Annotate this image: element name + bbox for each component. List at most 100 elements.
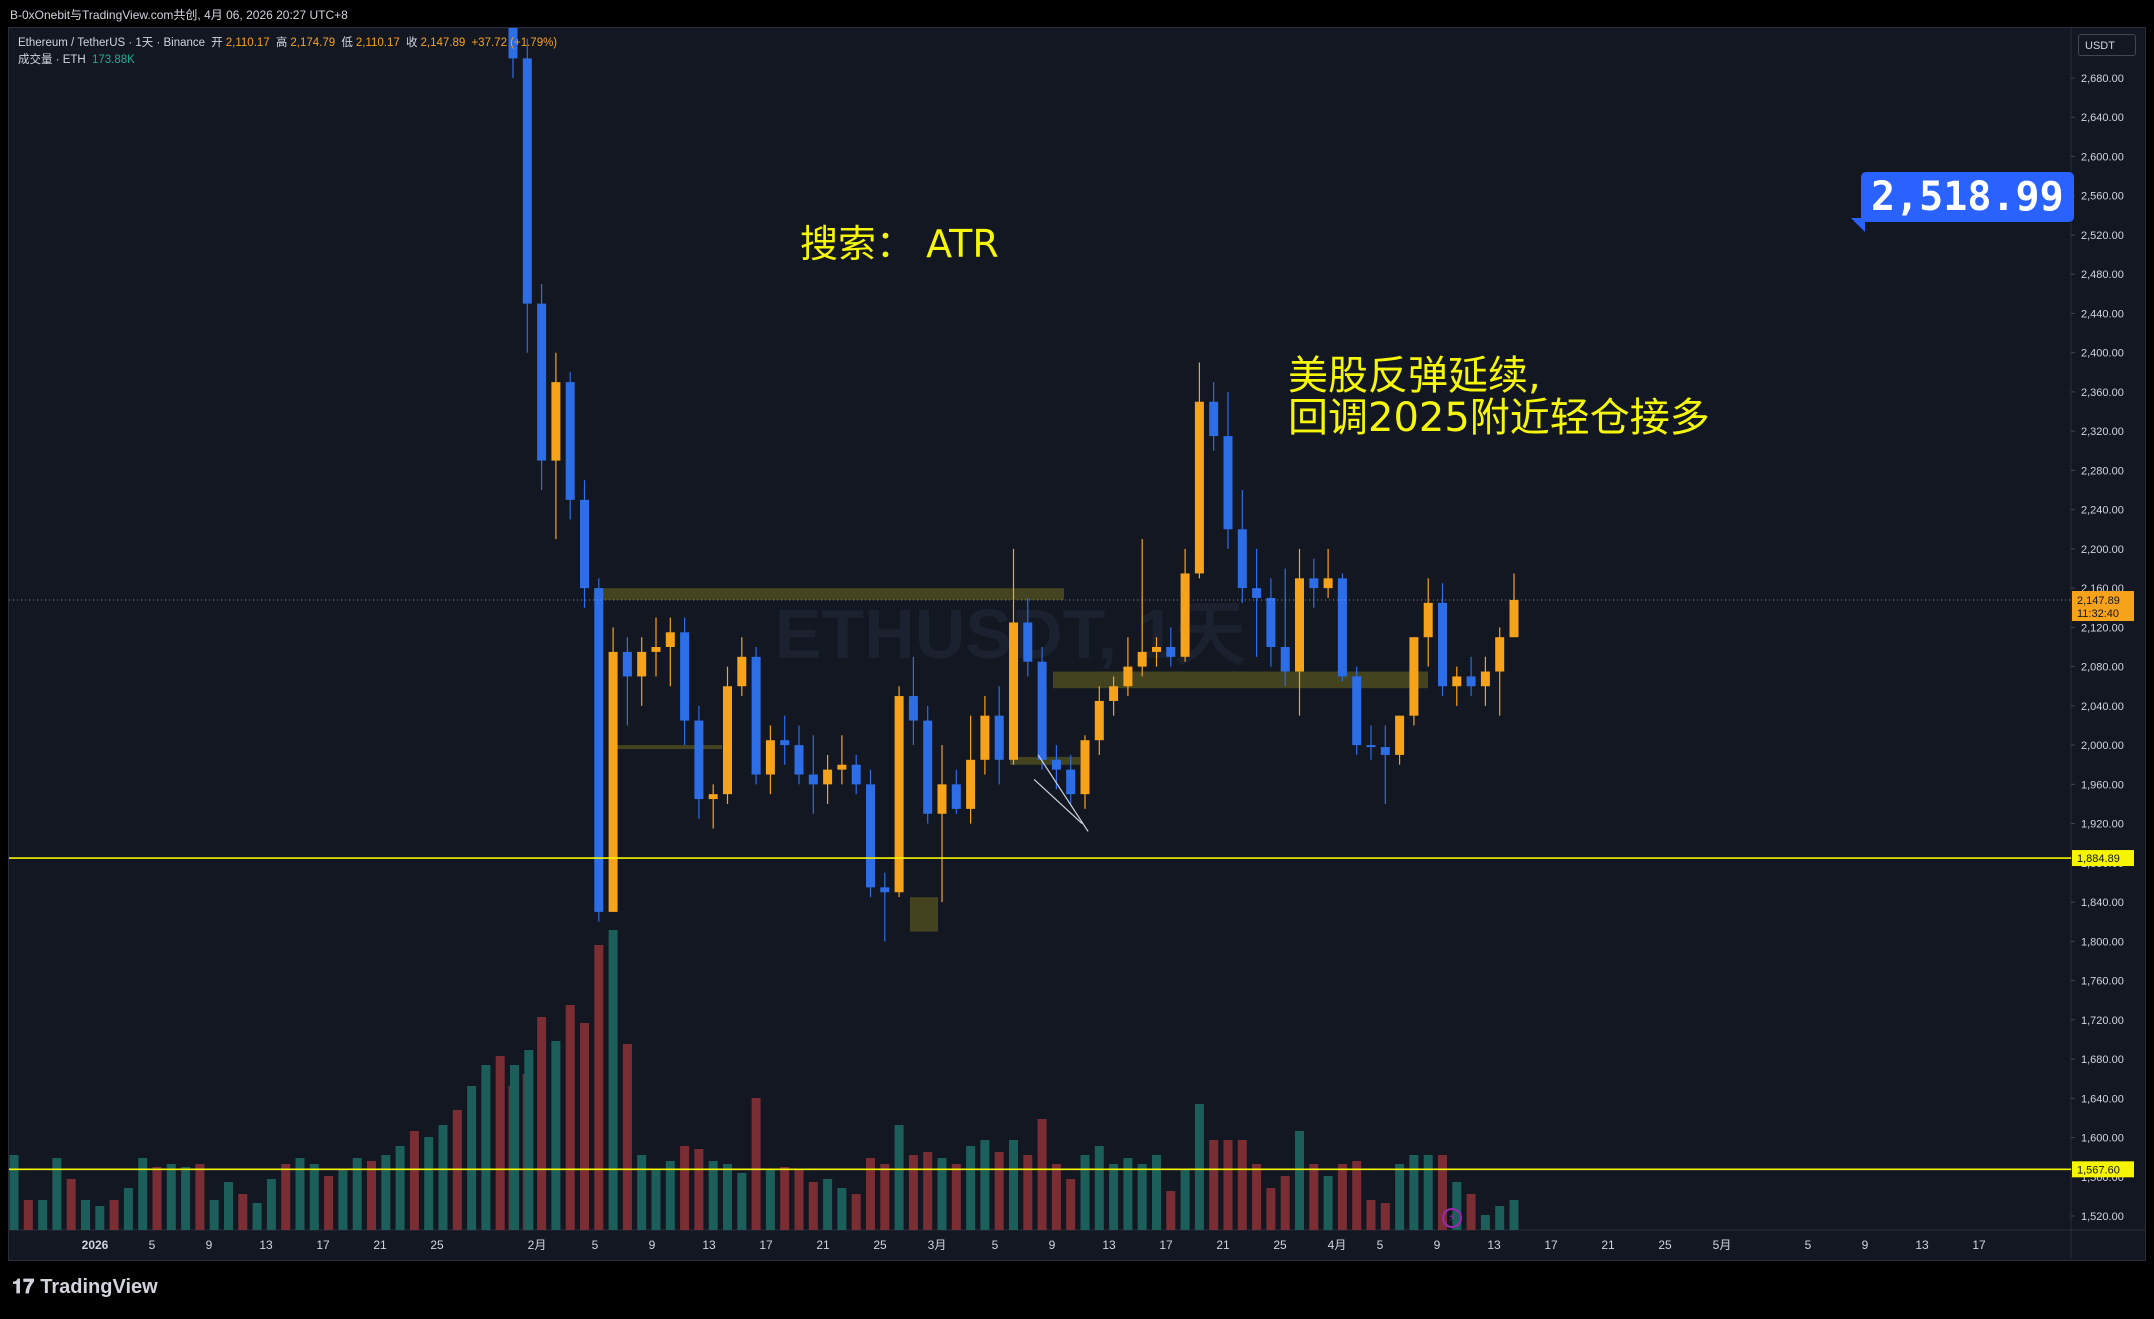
candle-body [1223,436,1233,530]
volume-bar [1237,1140,1247,1230]
volume-bar [252,1203,262,1230]
y-tick-label: 1,720.00 [2081,1015,2124,1027]
volume-bar [1223,1140,1233,1230]
tradingview-logo[interactable]: 𝟏𝟕 TradingView [12,1276,158,1299]
candle-body [880,887,890,893]
candle-body [1023,622,1033,662]
symbol-title[interactable]: Ethereum / TetherUS · 1天 · Binance [18,37,206,49]
candle-body [637,651,647,677]
annotation-price-callout[interactable]: 2,518.99 [1861,172,2074,222]
volume-bar [1180,1170,1190,1230]
annotation-note-line2: 回调2025附近轻仓接多 [1288,395,1710,441]
volume-bar [737,1173,747,1230]
y-tick-label: 1,520.00 [2081,1211,2124,1223]
volume-bar [224,1182,233,1230]
bar-countdown-label: 11:32:40 [2077,608,2119,620]
x-tick-label: 21 [1216,1238,1230,1252]
hline-price-label-bg [2072,1161,2134,1178]
y-tick-label: 2,320.00 [2081,426,2124,438]
volume-bar [1395,1164,1405,1230]
change-value: +37.72 (+1.79%) [471,37,558,49]
candle-body [823,769,833,785]
x-tick-label: 9 [206,1238,213,1252]
volume-bar [1109,1164,1119,1230]
volume-bar [765,1170,775,1230]
candle-body [980,715,990,760]
volume-bar [424,1137,434,1230]
volume-bar [1137,1164,1147,1230]
hline-price-label: 1,567.60 [2077,1164,2120,1176]
y-tick-label: 2,600.00 [2081,151,2124,163]
candle-body [1051,759,1061,770]
currency-selector[interactable]: USDT [2078,34,2136,56]
open-value: 2,110.17 [225,37,270,49]
candle-body [937,784,947,814]
volume-bar [665,1161,675,1230]
volume-bar [1280,1176,1290,1230]
y-tick-label: 2,640.00 [2081,112,2124,124]
volume-bar [266,1179,276,1230]
volume-bar [1252,1164,1262,1230]
candle-body [1252,588,1262,598]
volume-bar [937,1158,947,1230]
volume-bar [1366,1200,1376,1230]
candle-body [665,632,675,647]
candle-body [1480,671,1490,687]
candle-body [1080,740,1090,795]
volume-bar [209,1200,219,1230]
volume-bar [1123,1158,1133,1230]
volume-bar [894,1125,904,1230]
x-tick-label: 5 [1377,1238,1384,1252]
volume-bar [837,1188,847,1230]
candle-body [1109,686,1119,701]
candle-body [1152,647,1161,652]
candle-body [994,715,1004,760]
zone-rectangle [910,897,938,932]
candle-body [751,656,761,775]
volume-bar [1509,1200,1519,1230]
candle-body [908,696,918,721]
chart-pane[interactable] [8,27,2146,1261]
annotation-search-text[interactable]: 搜索： ATR [800,222,999,266]
low-label: 低 [341,37,353,49]
volume-bar [123,1188,133,1230]
candle-body [1495,637,1505,672]
candle-body [1280,647,1290,672]
volume-bar [66,1179,76,1230]
candle-body [1309,578,1319,589]
candle-body [1237,529,1247,589]
volume-bar [295,1158,305,1230]
volume-bar [367,1161,376,1230]
candle-body [1037,661,1047,760]
volume-bar [1480,1215,1490,1230]
x-tick-label: 25 [430,1238,444,1252]
candle-body [1009,622,1018,760]
bolt-icon[interactable]: ⚡ [1442,1208,1462,1228]
candle-body [1366,745,1376,748]
volume-bar [637,1155,647,1230]
volume-bar [109,1200,119,1230]
hline-price-label: 1,884.89 [2077,853,2120,865]
candle-body [1066,769,1076,795]
y-tick-label: 2,680.00 [2081,73,2124,85]
candle-body [594,588,604,912]
candle-body [837,764,847,770]
candle-body [866,784,875,888]
volume-bar [1023,1155,1033,1230]
volume-bar [651,1170,661,1230]
x-tick-label: 21 [373,1238,387,1252]
volume-bar [866,1158,875,1230]
x-tick-label: 13 [1915,1238,1929,1252]
volume-bar [324,1176,334,1230]
annotation-note[interactable]: 美股反弹延续, 回调2025附近轻仓接多 [1288,355,1710,439]
y-tick-label: 2,520.00 [2081,230,2124,242]
x-tick-label: 17 [1159,1238,1173,1252]
volume-bar [580,1023,589,1230]
candle-body [1409,637,1419,716]
hline-price-label-bg [2072,850,2134,867]
x-tick-label: 3月 [928,1238,947,1252]
y-tick-label: 2,560.00 [2081,191,2124,203]
candle-body [608,651,618,912]
volume-label[interactable]: 成交量 · ETH [18,54,86,66]
